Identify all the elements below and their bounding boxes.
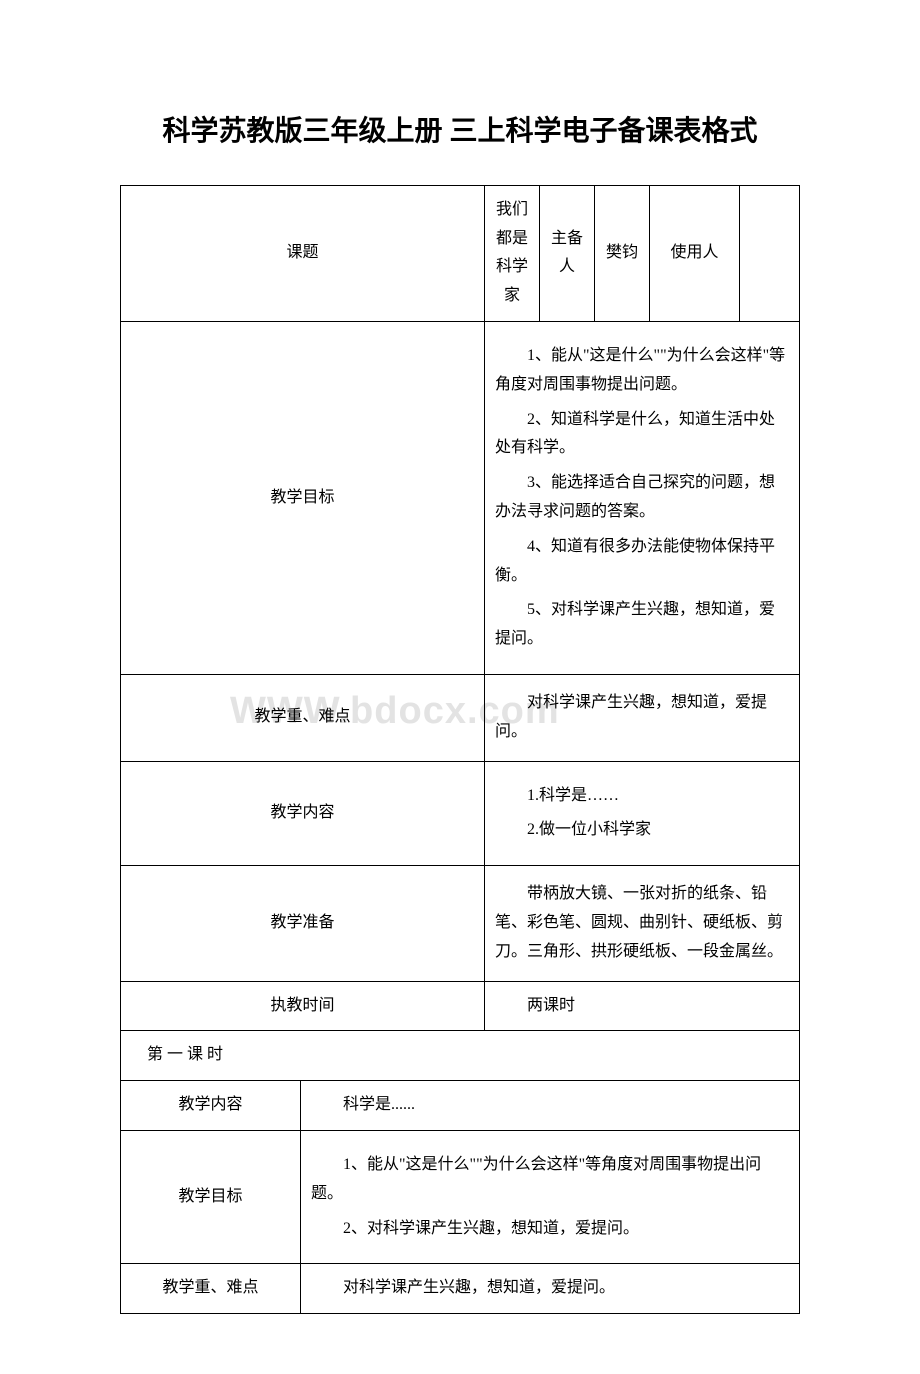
topic-value: 我们都是科学家 — [485, 185, 540, 321]
goal-item: 3、能选择适合自己探究的问题，想办法寻求问题的答案。 — [495, 469, 789, 527]
content-value: 1.科学是…… 2.做一位小科学家 — [485, 761, 800, 866]
prep-value: 带柄放大镜、一张对折的纸条、铅笔、彩色笔、圆规、曲别针、硬纸板、剪刀。三角形、拱… — [485, 866, 800, 981]
time-row: 执教时间 两课时 — [121, 981, 800, 1031]
preparer-value: 樊钧 — [595, 185, 650, 321]
content-item: 2.做一位小科学家 — [495, 816, 789, 845]
header-row: 课题 我们都是科学家 主备人 樊钧 使用人 — [121, 185, 800, 321]
lesson1-content-row: 教学内容 科学是...... — [121, 1081, 800, 1131]
lesson1-header-row: 第 一 课 时 — [121, 1031, 800, 1081]
goals-row: 教学目标 1、能从"这是什么""为什么会这样"等角度对周围事物提出问题。 2、知… — [121, 321, 800, 674]
time-value: 两课时 — [485, 981, 800, 1031]
lesson1-keypoint-row: 教学重、难点 对科学课产生兴趣，想知道，爱提问。 — [121, 1264, 800, 1314]
goal-item: 5、对科学课产生兴趣，想知道，爱提问。 — [495, 596, 789, 654]
keypoint-row: 教学重、难点 对科学课产生兴趣，想知道，爱提问。 — [121, 674, 800, 761]
preparer-label: 主备人 — [540, 185, 595, 321]
lesson1-content-value: 科学是...... — [301, 1081, 800, 1131]
user-value — [740, 185, 800, 321]
goals-label: 教学目标 — [121, 321, 485, 674]
goal-item: 1、能从"这是什么""为什么会这样"等角度对周围事物提出问题。 — [495, 342, 789, 400]
keypoint-value: 对科学课产生兴趣，想知道，爱提问。 — [485, 674, 800, 761]
prep-row: 教学准备 带柄放大镜、一张对折的纸条、铅笔、彩色笔、圆规、曲别针、硬纸板、剪刀。… — [121, 866, 800, 981]
lesson1-goal-item: 2、对科学课产生兴趣，想知道，爱提问。 — [311, 1215, 789, 1244]
goals-content: 1、能从"这是什么""为什么会这样"等角度对周围事物提出问题。 2、知道科学是什… — [485, 321, 800, 674]
lesson1-goals-content: 1、能从"这是什么""为什么会这样"等角度对周围事物提出问题。 2、对科学课产生… — [301, 1130, 800, 1263]
content-label: 教学内容 — [121, 761, 485, 866]
user-label: 使用人 — [650, 185, 740, 321]
lesson1-content-label: 教学内容 — [121, 1081, 301, 1131]
lesson1-goals-label: 教学目标 — [121, 1130, 301, 1263]
content-item: 1.科学是…… — [495, 782, 789, 811]
keypoint-label: 教学重、难点 — [121, 674, 485, 761]
time-label: 执教时间 — [121, 981, 485, 1031]
content-row: 教学内容 1.科学是…… 2.做一位小科学家 — [121, 761, 800, 866]
goal-item: 4、知道有很多办法能使物体保持平衡。 — [495, 533, 789, 591]
lesson1-keypoint-label: 教学重、难点 — [121, 1264, 301, 1314]
lesson-plan-table: 课题 我们都是科学家 主备人 樊钧 使用人 教学目标 1、能从"这是什么""为什… — [120, 185, 800, 1314]
topic-label: 课题 — [121, 185, 485, 321]
lesson1-goal-item: 1、能从"这是什么""为什么会这样"等角度对周围事物提出问题。 — [311, 1151, 789, 1209]
lesson1-label: 第 一 课 时 — [121, 1031, 800, 1081]
prep-label: 教学准备 — [121, 866, 485, 981]
page-title: 科学苏教版三年级上册 三上科学电子备课表格式 — [120, 110, 800, 155]
lesson1-keypoint-value: 对科学课产生兴趣，想知道，爱提问。 — [301, 1264, 800, 1314]
lesson1-goals-row: 教学目标 1、能从"这是什么""为什么会这样"等角度对周围事物提出问题。 2、对… — [121, 1130, 800, 1263]
goal-item: 2、知道科学是什么，知道生活中处处有科学。 — [495, 406, 789, 464]
